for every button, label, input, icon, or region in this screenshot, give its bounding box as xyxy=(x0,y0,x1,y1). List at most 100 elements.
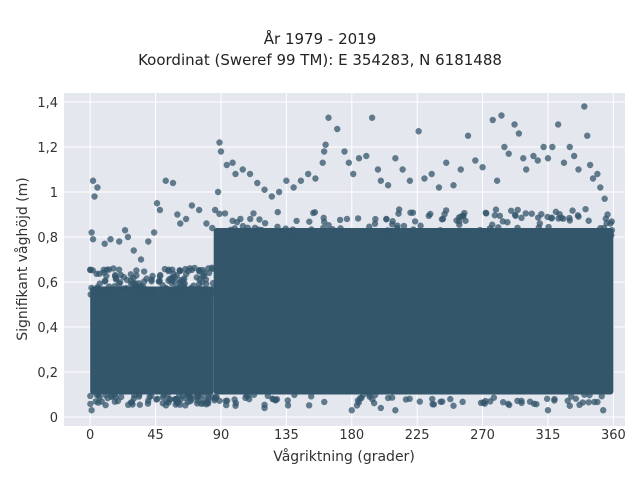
scatter-point xyxy=(490,394,498,401)
scatter-point xyxy=(399,166,406,173)
scatter-point xyxy=(274,223,281,231)
scatter-point xyxy=(173,289,180,297)
x-axis-label: Vågriktning (grader) xyxy=(273,448,415,465)
scatter-point xyxy=(261,404,268,412)
scatter-point xyxy=(534,214,542,221)
scatter-point xyxy=(293,217,300,225)
scatter-point xyxy=(153,200,161,207)
scatter-point xyxy=(526,398,534,405)
scatter-point xyxy=(396,232,404,240)
scatter-point xyxy=(572,395,580,402)
scatter-point xyxy=(319,159,326,166)
scatter-point xyxy=(111,391,118,399)
y-tick-label: 1,4 xyxy=(37,96,58,111)
scatter-point xyxy=(491,212,498,219)
scatter-point xyxy=(575,213,582,220)
scatter-point xyxy=(179,290,187,298)
scatter-point xyxy=(598,393,605,400)
scatter-point xyxy=(392,155,399,162)
y-tick-label: 1 xyxy=(50,186,58,201)
scatter-point xyxy=(392,407,399,414)
scatter-point xyxy=(429,400,436,408)
scatter-point xyxy=(89,177,97,184)
scatter-point xyxy=(261,186,268,193)
scatter-point xyxy=(489,221,496,228)
scatter-point xyxy=(254,179,261,187)
scatter-point xyxy=(456,221,463,228)
scatter-point xyxy=(186,265,194,272)
scatter-point xyxy=(591,230,599,238)
scatter-point xyxy=(136,401,144,408)
scatter-point xyxy=(308,226,315,233)
scatter-point xyxy=(87,291,94,298)
scatter-point xyxy=(177,220,184,227)
scatter-point xyxy=(312,175,319,182)
scatter-point xyxy=(138,288,145,296)
scatter-point xyxy=(203,401,210,408)
scatter-point xyxy=(388,394,396,401)
scatter-point xyxy=(94,285,101,292)
scatter-point xyxy=(256,216,263,223)
scatter-point xyxy=(498,112,505,119)
scatter-point xyxy=(221,210,229,217)
scatter-point xyxy=(129,280,137,287)
scatter-point xyxy=(216,397,223,404)
scatter-point xyxy=(222,397,229,405)
scatter-point xyxy=(130,274,137,282)
scatter-point xyxy=(88,407,95,414)
scatter-point xyxy=(130,395,138,402)
scatter-point xyxy=(377,404,385,412)
scatter-point xyxy=(343,215,351,223)
scatter-point xyxy=(155,278,163,285)
scatter-point xyxy=(319,229,326,236)
scatter-point xyxy=(459,398,466,406)
scatter-point xyxy=(325,114,332,121)
scatter-point xyxy=(369,229,377,236)
x-tick-label: 315 xyxy=(536,428,561,443)
scatter-point xyxy=(536,220,544,227)
scatter-point xyxy=(504,219,511,226)
x-tick-label: 135 xyxy=(274,428,299,443)
scatter-point xyxy=(188,202,196,209)
x-tick-label: 270 xyxy=(470,428,495,443)
scatter-point xyxy=(601,195,608,202)
scatter-point xyxy=(89,236,97,243)
scatter-point xyxy=(229,159,236,166)
scatter-point xyxy=(501,143,508,151)
scatter-point xyxy=(366,223,373,230)
scatter-point xyxy=(462,228,470,236)
scatter-point xyxy=(272,231,279,238)
scatter-point xyxy=(520,227,528,235)
scatter-point xyxy=(482,231,490,239)
scatter-point xyxy=(586,161,594,169)
scatter-point xyxy=(185,391,192,398)
scatter-point xyxy=(88,229,95,236)
scatter-point xyxy=(297,177,305,184)
scatter-point xyxy=(489,116,496,124)
scatter-point xyxy=(499,398,507,406)
scatter-point xyxy=(366,393,373,400)
scatter-point xyxy=(363,152,370,160)
scatter-point xyxy=(166,287,174,295)
scatter-point xyxy=(407,209,414,216)
scatter-point xyxy=(191,264,198,272)
scatter-point xyxy=(495,224,502,231)
scatter-point xyxy=(567,393,575,400)
scatter-point xyxy=(101,278,108,285)
scatter-point xyxy=(305,402,313,409)
scatter-point xyxy=(103,272,110,280)
y-axis-label: Signifikant våghöjd (m) xyxy=(14,177,31,340)
scatter-point xyxy=(203,220,210,227)
scatter-point xyxy=(174,211,181,218)
scatter-point xyxy=(180,281,187,289)
scatter-point xyxy=(232,402,239,409)
scatter-point xyxy=(509,230,517,237)
scatter-point xyxy=(177,267,184,274)
scatter-point xyxy=(589,175,597,182)
scatter-point xyxy=(566,402,573,409)
scatter-point xyxy=(203,280,210,288)
scatter-point xyxy=(108,289,115,296)
scatter-point xyxy=(462,217,469,224)
scatter-point xyxy=(261,219,269,227)
scatter-point xyxy=(101,240,108,247)
